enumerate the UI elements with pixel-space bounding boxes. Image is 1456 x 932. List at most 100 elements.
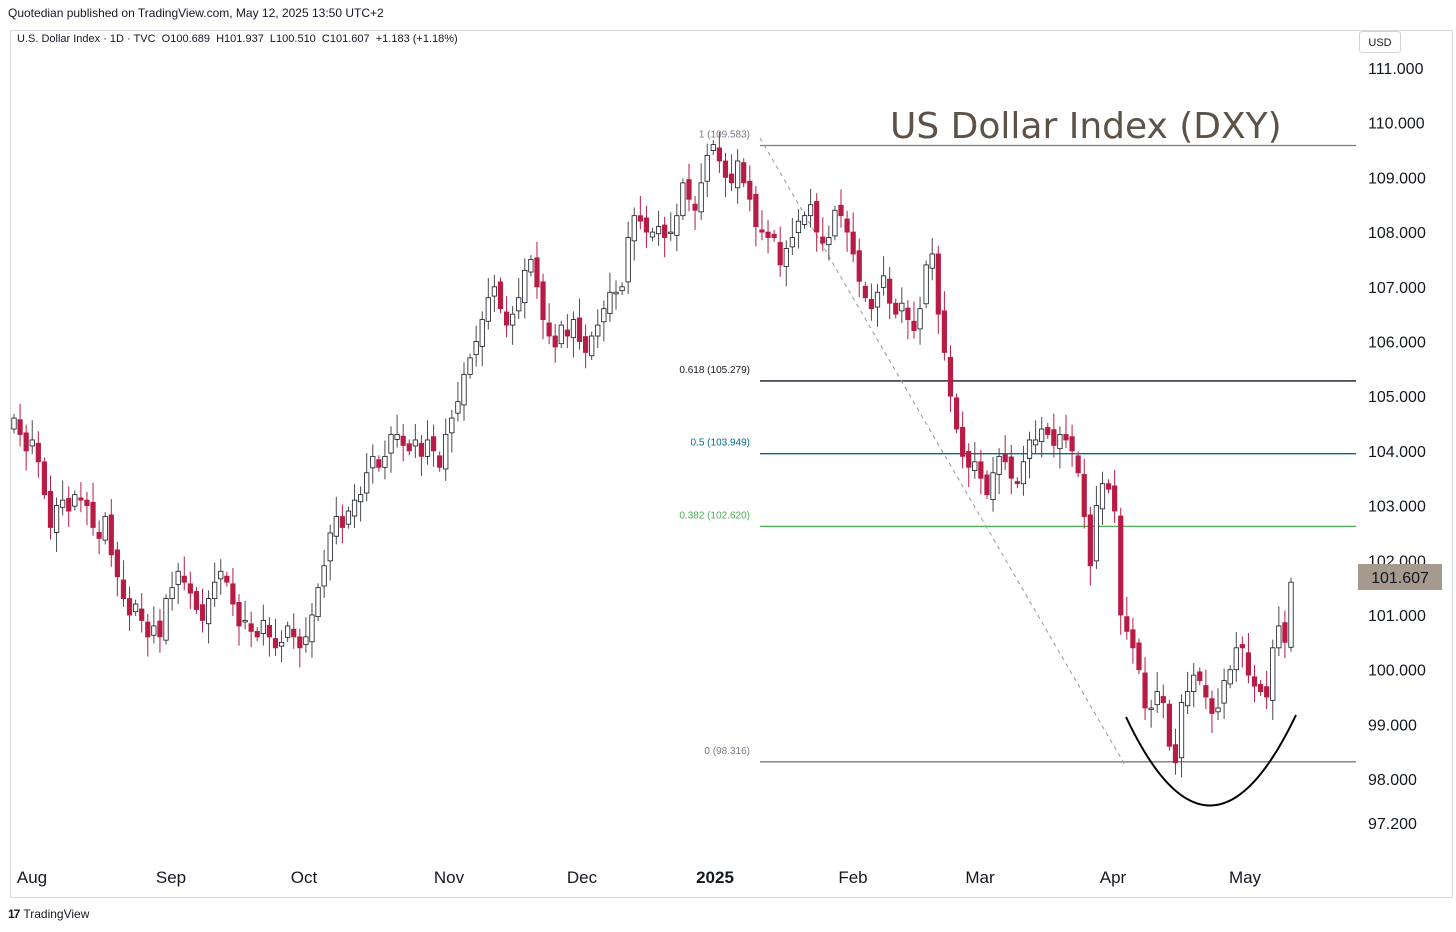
fibonacci-retracement[interactable]: 1 (109.583) 0.618 (105.279) 0.5 (103.949) 0… bbox=[679, 130, 1356, 763]
candle-body bbox=[631, 215, 637, 242]
candle-body bbox=[637, 215, 643, 222]
candle-body bbox=[449, 417, 455, 434]
x-tick-label: Feb bbox=[838, 868, 867, 887]
fib-level-label: 0.382 (102.620) bbox=[679, 510, 750, 521]
candle-body bbox=[935, 253, 941, 315]
candle-body bbox=[595, 324, 601, 337]
candle-body bbox=[832, 209, 838, 237]
candle-body bbox=[394, 434, 400, 440]
candle-body bbox=[254, 631, 260, 638]
candle-body bbox=[947, 356, 954, 397]
symbol-info[interactable]: U.S. Dollar Index · 1D · TVC O100.689 H1… bbox=[17, 33, 458, 45]
candle-body bbox=[613, 291, 619, 295]
candle-body bbox=[120, 579, 127, 599]
candle-body bbox=[503, 311, 510, 326]
x-tick-label: Dec bbox=[567, 868, 598, 887]
candle-body bbox=[564, 329, 570, 337]
candle-body bbox=[297, 636, 303, 649]
y-tick-label: 100.000 bbox=[1368, 663, 1426, 680]
candle-body bbox=[11, 417, 17, 430]
x-tick-label: Apr bbox=[1100, 868, 1127, 887]
y-tick-label: 97.200 bbox=[1368, 816, 1417, 833]
candle-body bbox=[1178, 702, 1185, 759]
candle-body bbox=[735, 160, 741, 189]
published-line: Quotedian published on TradingView.com, … bbox=[8, 6, 384, 20]
candle-body bbox=[1264, 686, 1270, 698]
y-tick-label: 110.000 bbox=[1368, 116, 1425, 133]
candle-body bbox=[844, 218, 850, 233]
candle-body bbox=[570, 319, 577, 339]
candle-body bbox=[716, 147, 722, 162]
candle-body bbox=[1142, 672, 1148, 709]
candle-body bbox=[278, 641, 285, 647]
candle-body bbox=[838, 204, 844, 217]
x-tick-label: Sep bbox=[156, 868, 186, 887]
candle-body bbox=[351, 499, 358, 517]
candle-body bbox=[1039, 428, 1045, 443]
candle-body bbox=[1002, 454, 1008, 463]
candle-body bbox=[558, 324, 564, 345]
candle-body bbox=[728, 173, 735, 184]
candle-body bbox=[1288, 581, 1294, 648]
candle-body bbox=[789, 237, 795, 248]
candle-body bbox=[53, 505, 60, 533]
currency-button[interactable]: USD bbox=[1359, 31, 1401, 53]
candle-body bbox=[674, 215, 680, 236]
candle-body bbox=[747, 180, 753, 200]
y-tick-label: 98.000 bbox=[1368, 772, 1417, 789]
candle-body bbox=[887, 278, 893, 304]
candle-body bbox=[212, 581, 218, 599]
candle-body bbox=[966, 451, 972, 468]
y-tick-label: 108.000 bbox=[1368, 225, 1426, 242]
candle-body bbox=[1233, 647, 1239, 671]
candle-body bbox=[1069, 436, 1075, 452]
candle-body bbox=[126, 598, 133, 616]
rounding-bottom-arc[interactable] bbox=[1125, 714, 1297, 807]
candle-body bbox=[1185, 691, 1191, 707]
candle-body bbox=[47, 490, 54, 528]
candle-body bbox=[1008, 456, 1014, 479]
candle-body bbox=[771, 233, 777, 238]
candle-body bbox=[1136, 642, 1142, 671]
candle-body bbox=[826, 237, 832, 246]
fib-level-label: 0.5 (103.949) bbox=[691, 438, 751, 449]
candle-body bbox=[856, 250, 862, 282]
candle-body bbox=[905, 307, 911, 321]
y-tick-label: 103.000 bbox=[1368, 499, 1426, 516]
candle-body bbox=[370, 455, 376, 469]
candle-body bbox=[339, 516, 345, 528]
candle-body bbox=[1099, 483, 1106, 510]
candle-body bbox=[224, 575, 230, 583]
candle-body bbox=[880, 275, 887, 288]
fib-level-label: 1 (109.583) bbox=[699, 130, 750, 141]
candle-body bbox=[783, 248, 789, 267]
candle-body bbox=[1112, 485, 1118, 512]
candle-body bbox=[437, 455, 443, 468]
candle-body bbox=[193, 591, 200, 610]
candle-body bbox=[1020, 461, 1027, 485]
candle-body bbox=[1172, 744, 1179, 764]
candle-body bbox=[1075, 455, 1081, 474]
y-tick-label: 99.000 bbox=[1368, 717, 1417, 734]
candle-body bbox=[181, 575, 187, 583]
candle-body bbox=[1166, 703, 1172, 747]
candle-body bbox=[583, 336, 589, 353]
candle-body bbox=[1221, 680, 1227, 704]
y-tick-label: 107.000 bbox=[1368, 280, 1426, 297]
candle-body bbox=[400, 435, 406, 446]
candle-body bbox=[801, 215, 808, 225]
candle-body bbox=[406, 443, 412, 452]
candle-body bbox=[114, 549, 120, 578]
candle-body bbox=[60, 499, 66, 508]
candle-body bbox=[899, 302, 905, 312]
price-axis[interactable]: 111.000 110.000 109.000 108.000 107.000 106.0… bbox=[1368, 61, 1426, 833]
candle-body bbox=[133, 603, 139, 613]
candle-body bbox=[576, 317, 583, 342]
candle-body bbox=[205, 598, 212, 625]
candle-body bbox=[923, 264, 929, 305]
time-axis[interactable]: Aug Sep Oct Nov Dec 2025 Feb Mar Apr May bbox=[17, 868, 1262, 887]
candlesticks bbox=[11, 131, 1294, 778]
tradingview-footer[interactable]: 17 TradingView bbox=[8, 907, 89, 921]
candle-body bbox=[388, 434, 394, 454]
